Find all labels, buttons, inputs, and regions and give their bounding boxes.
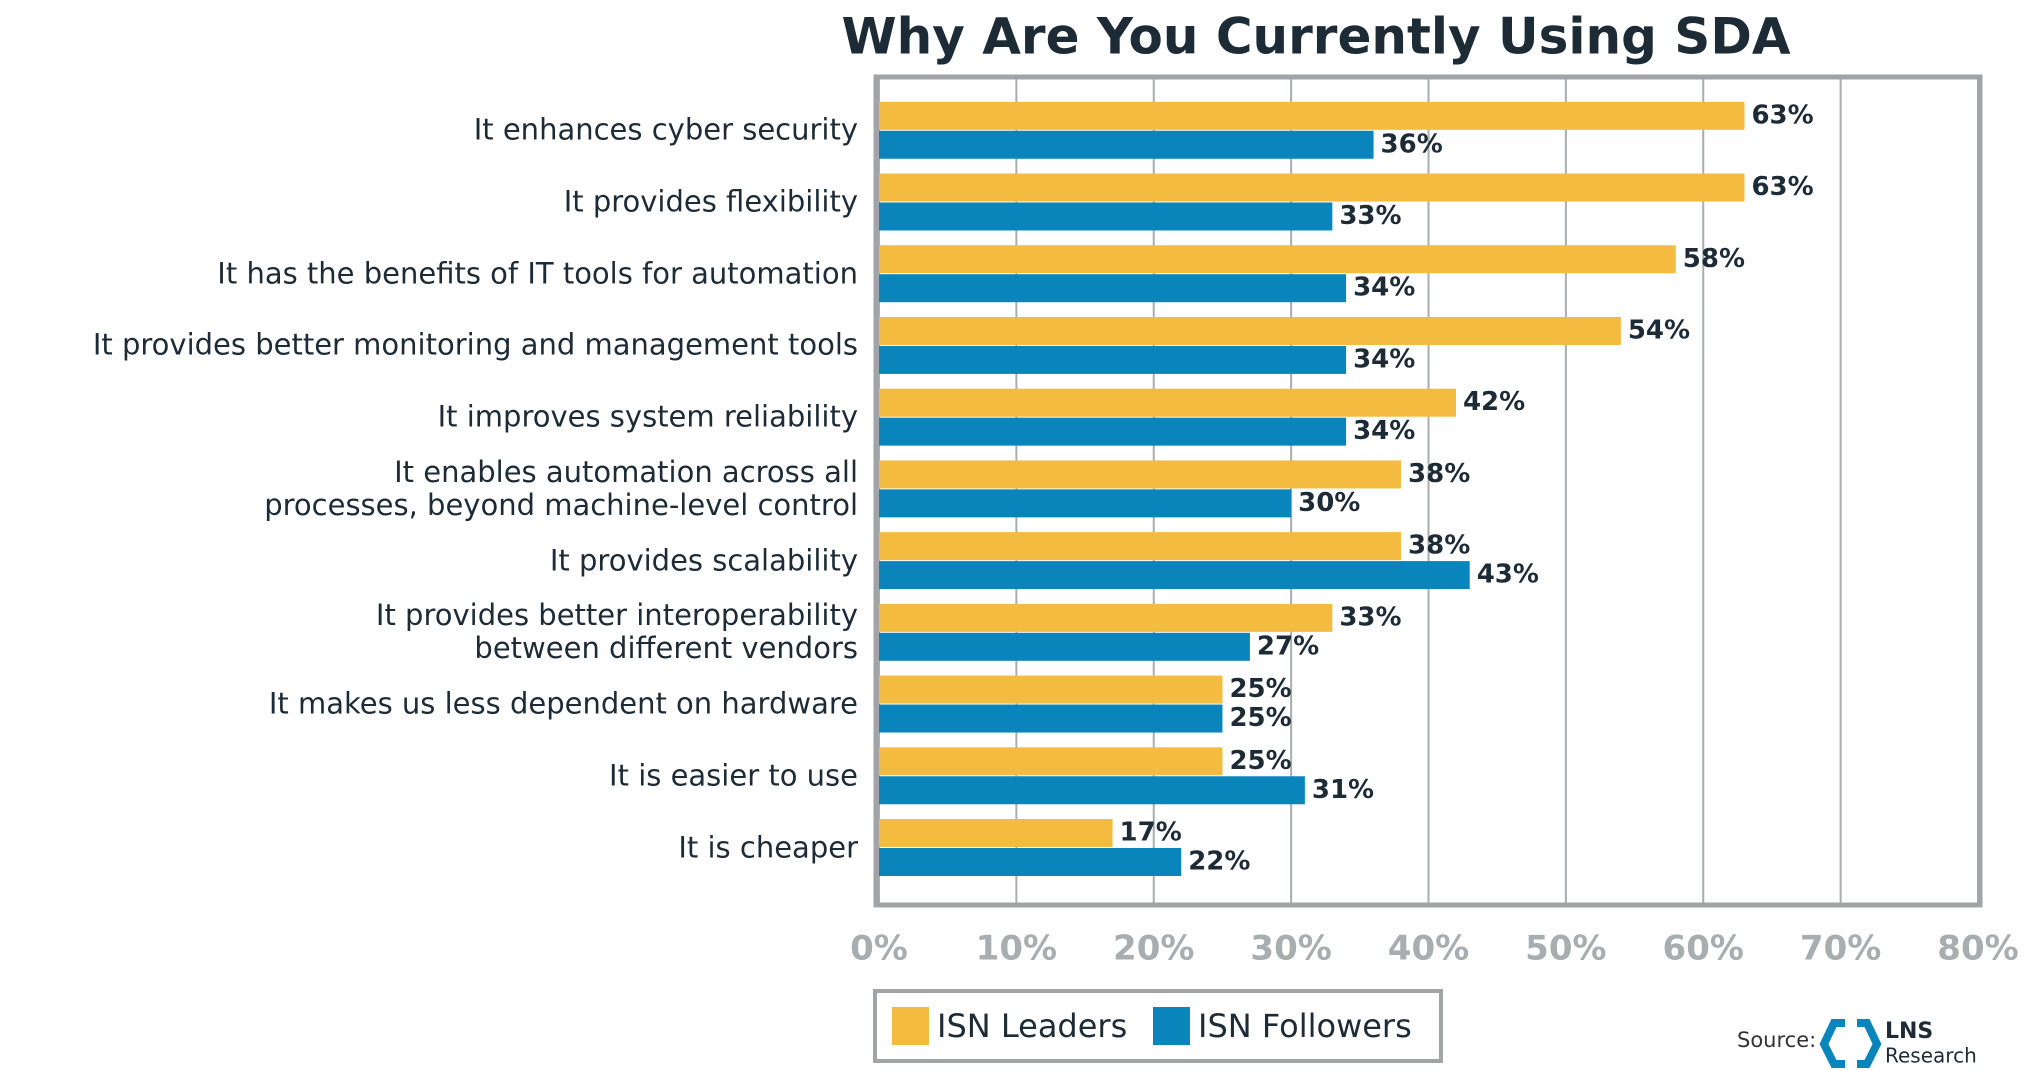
bar — [879, 202, 1333, 231]
plot-frame — [873, 74, 1983, 908]
bar — [879, 532, 1402, 561]
value-label: 33% — [1339, 201, 1401, 231]
value-label: 63% — [1751, 100, 1813, 130]
y-tick-label: It provides better interoperability betw… — [375, 598, 858, 666]
value-label: 30% — [1298, 488, 1360, 518]
y-tick-label: It provides better monitoring and manage… — [92, 327, 858, 362]
bar — [879, 675, 1223, 704]
y-tick-label: It makes us less dependent on hardware — [268, 686, 858, 721]
value-label: 58% — [1683, 244, 1745, 274]
x-tick-label: 20% — [1113, 929, 1194, 969]
x-tick-label: 10% — [976, 929, 1057, 969]
value-label: 25% — [1229, 674, 1291, 704]
x-tick-label: 60% — [1663, 929, 1744, 969]
logo-subtitle: Research — [1885, 1044, 1977, 1068]
y-tick-label: It enables automation across all process… — [264, 454, 858, 522]
logo-name: LNS — [1885, 1019, 1933, 1044]
bar — [879, 417, 1347, 446]
bar — [879, 101, 1745, 130]
value-label: 36% — [1381, 129, 1443, 159]
bar — [879, 345, 1347, 374]
y-tick-label: It improves system reliability — [437, 399, 858, 434]
logo-icon — [1819, 1019, 1882, 1068]
chart-title: Why Are You Currently Using SDA — [841, 8, 1790, 66]
value-label: 42% — [1463, 387, 1525, 417]
bar — [879, 747, 1223, 776]
value-label: 22% — [1188, 846, 1250, 876]
value-label: 34% — [1353, 344, 1415, 374]
y-tick-label: It is cheaper — [678, 830, 858, 864]
bar — [879, 561, 1470, 590]
value-label: 17% — [1120, 818, 1182, 848]
y-tick-label: It enhances cyber security — [473, 112, 858, 147]
source-label: Source: — [1737, 1028, 1816, 1052]
value-label: 33% — [1339, 602, 1401, 632]
x-tick-label: 40% — [1388, 929, 1469, 969]
y-tick-label: It has the benefits of IT tools for auto… — [217, 256, 858, 291]
value-label: 38% — [1408, 459, 1470, 489]
bar — [879, 847, 1182, 876]
value-label: 34% — [1353, 273, 1415, 303]
bar — [879, 489, 1292, 518]
value-label: 43% — [1477, 560, 1539, 590]
bar — [879, 776, 1305, 805]
value-label: 34% — [1353, 416, 1415, 446]
y-tick-label: It provides scalability — [549, 543, 858, 578]
x-tick-label: 50% — [1525, 929, 1606, 969]
value-label: 27% — [1257, 631, 1319, 661]
x-tick-label: 0% — [850, 929, 908, 969]
value-label: 25% — [1229, 703, 1291, 733]
x-tick-label: 30% — [1250, 929, 1331, 969]
x-tick-label: 70% — [1800, 929, 1881, 969]
bar — [879, 274, 1347, 303]
legend-label: ISN Followers — [1198, 1007, 1412, 1045]
value-label: 38% — [1408, 531, 1470, 561]
legend-swatch — [1153, 1007, 1190, 1045]
value-label: 25% — [1229, 746, 1291, 776]
value-label: 31% — [1312, 775, 1374, 805]
legend-label: ISN Leaders — [937, 1007, 1127, 1045]
value-label: 63% — [1751, 172, 1813, 202]
x-tick-label: 80% — [1937, 929, 2018, 969]
bar — [879, 388, 1456, 417]
y-tick-label: It provides flexibility — [563, 184, 858, 219]
bar — [879, 603, 1333, 632]
bar — [879, 316, 1621, 345]
y-tick-label: It is easier to use — [609, 758, 858, 793]
bar — [879, 245, 1676, 274]
legend-swatch — [892, 1007, 929, 1045]
bar — [879, 173, 1745, 202]
bar — [879, 130, 1374, 159]
bar — [879, 704, 1223, 733]
bar — [879, 460, 1402, 489]
bar — [879, 819, 1113, 848]
bar — [879, 632, 1250, 661]
value-label: 54% — [1628, 315, 1690, 345]
